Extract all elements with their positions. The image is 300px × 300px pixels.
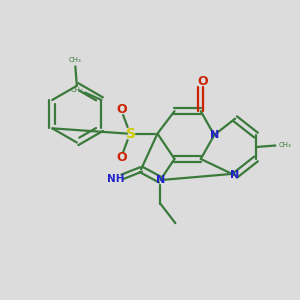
Text: N: N	[156, 175, 166, 185]
Text: CH₃: CH₃	[70, 87, 83, 93]
Text: O: O	[198, 75, 208, 88]
Text: CH₃: CH₃	[69, 56, 82, 62]
Text: NH: NH	[107, 174, 124, 184]
Text: N: N	[230, 170, 240, 180]
Text: CH₃: CH₃	[279, 142, 292, 148]
Text: O: O	[116, 151, 127, 164]
Text: S: S	[126, 127, 136, 141]
Text: N: N	[210, 130, 219, 140]
Text: O: O	[116, 103, 127, 116]
